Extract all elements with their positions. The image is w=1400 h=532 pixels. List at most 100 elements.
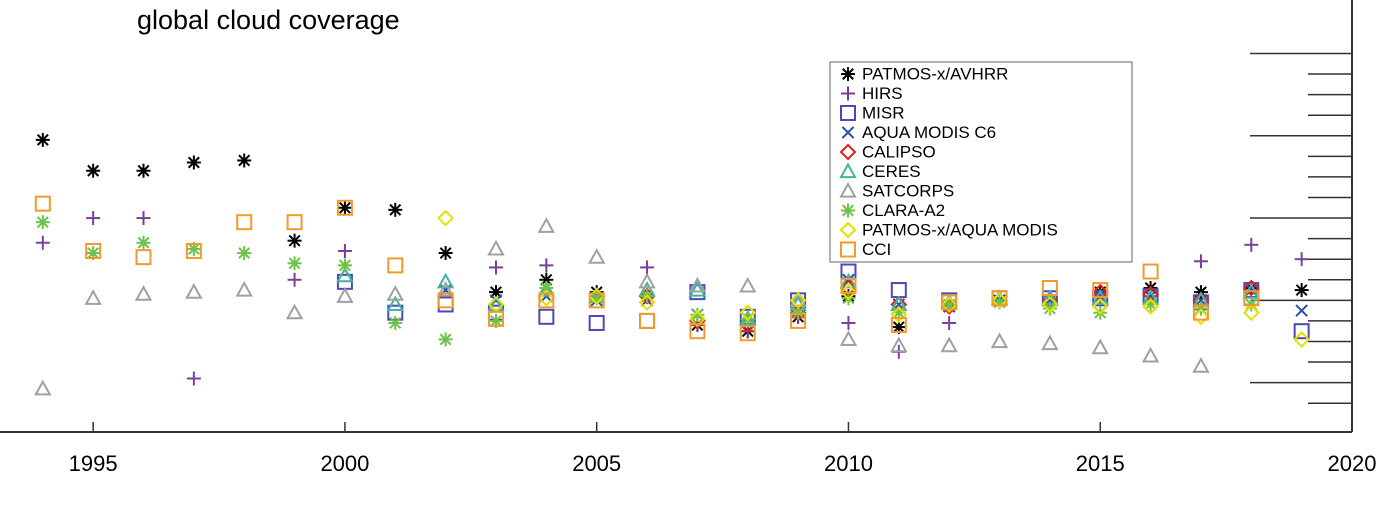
marker-shape: [639, 312, 656, 329]
marker-stroke: [439, 247, 452, 259]
marker: [1193, 254, 1208, 269]
marker: [487, 239, 505, 256]
marker-shape: [588, 292, 605, 309]
legend-label: CCI: [862, 240, 891, 259]
marker: [287, 272, 302, 287]
marker: [86, 246, 101, 261]
marker-stroke: [540, 282, 553, 294]
marker: [940, 296, 958, 313]
marker-stroke: [1295, 284, 1308, 297]
marker-stroke: [892, 306, 905, 319]
marker-shape: [487, 310, 504, 327]
marker: [537, 280, 556, 297]
marker-shape: [1041, 280, 1058, 296]
legend-marker: [839, 143, 857, 161]
legend-label: PATMOS-x/AVHRR: [862, 64, 1008, 83]
legend-label: CLARA-A2: [862, 201, 945, 220]
marker-shape: [336, 266, 354, 283]
marker-stroke: [87, 164, 100, 177]
x-tick-label: 2010: [824, 451, 873, 476]
marker-shape: [537, 289, 555, 307]
marker-stroke: [842, 68, 854, 80]
marker: [386, 285, 404, 301]
marker-shape: [235, 280, 253, 297]
marker-shape: [840, 105, 856, 121]
marker-shape: [689, 323, 706, 340]
marker: [185, 242, 202, 259]
marker: [237, 246, 252, 261]
marker-shape: [386, 285, 404, 301]
marker: [991, 291, 1008, 309]
marker-shape: [839, 181, 857, 198]
marker-stroke: [238, 154, 251, 167]
legend-label: MISR: [862, 103, 905, 122]
marker-stroke: [338, 259, 351, 272]
marker-shape: [285, 303, 304, 320]
marker: [488, 313, 503, 328]
marker-shape: [1142, 298, 1159, 315]
marker: [689, 323, 706, 340]
marker: [437, 292, 454, 309]
marker: [539, 258, 554, 273]
legend-label: CERES: [862, 162, 921, 181]
marker-shape: [1293, 331, 1311, 348]
marker-shape: [638, 272, 656, 289]
marker: [236, 214, 253, 231]
x-tick-label: 2005: [572, 451, 621, 476]
legend-label: SATCORPS: [862, 181, 954, 200]
marker-shape: [638, 293, 656, 311]
marker-stroke: [1144, 298, 1157, 311]
marker-shape: [336, 199, 353, 216]
marker: [1294, 252, 1309, 267]
marker-shape: [1293, 323, 1310, 340]
legend-marker: [839, 162, 857, 179]
marker-shape: [790, 312, 807, 329]
marker-shape: [940, 296, 958, 313]
marker-shape: [1092, 282, 1109, 299]
legend-label: AQUA MODIS C6: [862, 123, 996, 142]
marker-shape: [34, 195, 51, 212]
marker-stroke: [439, 333, 452, 346]
marker-shape: [134, 285, 153, 301]
marker: [337, 200, 352, 215]
marker-shape: [840, 241, 856, 258]
marker-shape: [839, 221, 857, 239]
marker: [941, 294, 958, 311]
marker-shape: [437, 209, 455, 227]
marker: [839, 330, 858, 347]
marker-shape: [840, 277, 857, 294]
marker-stroke: [288, 234, 301, 247]
marker: [1295, 304, 1308, 317]
marker: [336, 287, 354, 303]
marker: [1192, 308, 1210, 326]
marker: [35, 132, 50, 147]
marker-shape: [236, 214, 253, 231]
marker-stroke: [238, 247, 251, 259]
marker: [739, 304, 757, 322]
marker: [688, 276, 707, 293]
marker: [1242, 279, 1260, 297]
x-tick-label: 2000: [320, 451, 369, 476]
marker: [135, 249, 152, 266]
legend-marker: [840, 241, 856, 258]
marker: [588, 292, 605, 309]
marker-shape: [1242, 304, 1260, 322]
marker: [35, 235, 50, 250]
marker: [437, 296, 454, 313]
marker: [387, 257, 404, 274]
marker: [134, 285, 153, 301]
x-tick-label: 2020: [1328, 451, 1377, 476]
marker-shape: [890, 317, 907, 334]
marker-shape: [84, 289, 102, 305]
marker: [237, 153, 252, 168]
marker: [336, 266, 354, 283]
marker-shape: [436, 272, 455, 289]
legend-box: [829, 61, 1133, 263]
marker-stroke: [841, 126, 855, 139]
marker-stroke: [691, 308, 704, 321]
marker-stroke: [36, 216, 49, 229]
marker: [1041, 280, 1058, 296]
marker: [1142, 298, 1159, 315]
marker-stroke: [1295, 304, 1308, 317]
marker-stroke: [36, 133, 49, 146]
